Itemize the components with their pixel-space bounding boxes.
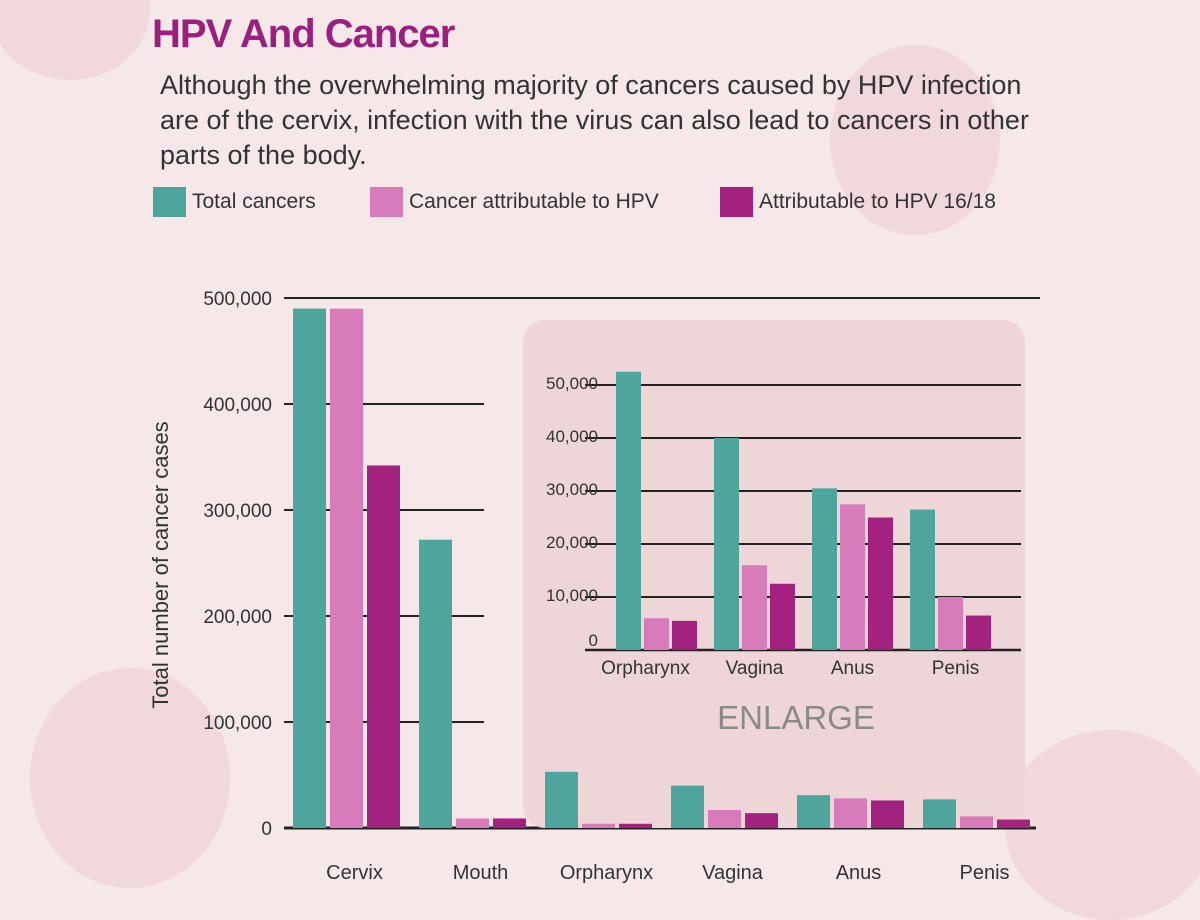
bar-penis-hpv [960, 816, 993, 828]
y-axis-label: Total number of cancer cases [148, 421, 173, 708]
main-y-tick-label: 100,000 [203, 713, 272, 734]
inset-bar-orpharynx-hpv [644, 618, 669, 650]
bar-orpharynx-hpv1618 [619, 823, 652, 828]
inset-bar-penis-hpv1618 [966, 615, 991, 650]
inset-y-ticks: 0 10,000 20,000 30,000 40,000 50,000 [546, 374, 598, 650]
bar-cervix-total [293, 308, 326, 829]
main-x-category-label: Vagina [702, 862, 764, 884]
inset-bar-vagina-hpv [742, 565, 767, 650]
chart-svg: 0 100,000 200,000 300,000 400,000 500,000 Cer… [148, 289, 1040, 884]
bar-cervix-hpv [330, 308, 363, 829]
enlarge-label: ENLARGE [717, 699, 875, 736]
bar-anus-hpv [834, 798, 867, 828]
bar-penis-hpv1618 [997, 819, 1030, 828]
legend-label-total: Total cancers [192, 190, 316, 213]
legend: Total cancers Cancer attributable to HPV… [0, 186, 1200, 220]
inset-bar-penis-hpv [938, 597, 963, 650]
inset-panel [523, 320, 1025, 828]
virus-decoration [30, 668, 230, 888]
main-x-category-label: Penis [959, 862, 1009, 884]
legend-label-hpv: Cancer attributable to HPV [409, 190, 659, 213]
legend-label-hpv1618: Attributable to HPV 16/18 [759, 190, 996, 213]
bar-vagina-hpv [708, 809, 741, 828]
main-bars [293, 308, 1030, 829]
inset-bar-anus-hpv [840, 504, 865, 650]
inset-x-category-label: Penis [932, 658, 980, 679]
main-x-category-label: Cervix [326, 862, 383, 884]
inset-bar-orpharynx-hpv1618 [672, 620, 697, 650]
inset-bar-penis-total [910, 509, 935, 650]
legend-swatch-hpv [370, 187, 403, 217]
bar-mouth-total [419, 539, 452, 828]
bar-orpharynx-hpv [582, 823, 615, 828]
inset-x-category-label: Anus [831, 658, 874, 679]
main-x-categories: Cervix Mouth Orpharynx Vagina Anus Penis [326, 862, 1009, 884]
page-title: HPV And Cancer [152, 12, 455, 56]
inset-bars [616, 371, 991, 650]
bar-vagina-hpv1618 [745, 813, 778, 828]
inset-y-tick-label: 30,000 [546, 480, 598, 499]
legend-item-hpv: Cancer attributable to HPV [370, 186, 659, 218]
inset-y-tick-label: 20,000 [546, 533, 598, 552]
bar-cervix-hpv1618 [367, 465, 400, 828]
inset-y-tick-label: 40,000 [546, 427, 598, 446]
inset-gridlines [585, 384, 1021, 652]
bar-anus-hpv1618 [871, 800, 904, 828]
main-y-ticks: 0 100,000 200,000 300,000 400,000 500,000 [203, 289, 272, 840]
bar-anus-total [797, 795, 830, 828]
main-y-tick-label: 500,000 [203, 289, 272, 310]
inset-x-category-label: Vagina [726, 658, 784, 679]
main-x-category-label: Anus [836, 862, 882, 884]
inset-x-category-label: Orpharynx [601, 658, 690, 679]
inset-bar-vagina-hpv1618 [770, 583, 795, 650]
page-subtitle: Although the overwhelming majority of ca… [160, 70, 1029, 170]
main-x-category-label: Orpharynx [560, 862, 653, 884]
legend-item-hpv1618: Attributable to HPV 16/18 [720, 186, 996, 218]
inset-bar-anus-hpv1618 [868, 517, 893, 650]
main-y-tick-label: 400,000 [203, 395, 272, 416]
inset-bar-vagina-total [714, 438, 739, 650]
main-y-tick-label: 200,000 [203, 607, 272, 628]
inset-bar-orpharynx-total [616, 371, 641, 650]
inset-x-categories: Orpharynx Vagina Anus Penis [601, 658, 979, 679]
virus-decoration [830, 45, 1000, 235]
bar-mouth-hpv [456, 818, 489, 828]
bar-mouth-hpv1618 [493, 818, 526, 828]
inset-y-tick-label: 0 [589, 631, 598, 650]
bar-vagina-total [671, 785, 704, 828]
inset-bar-anus-total [812, 488, 837, 650]
bar-penis-total [923, 799, 956, 828]
inset-y-tick-label: 10,000 [546, 586, 598, 605]
main-y-tick-label: 300,000 [203, 501, 272, 522]
virus-decoration [1005, 730, 1200, 920]
main-x-category-label: Mouth [453, 862, 509, 884]
legend-swatch-total [153, 187, 186, 217]
legend-item-total: Total cancers [153, 186, 316, 218]
inset-y-tick-label: 50,000 [546, 374, 598, 393]
legend-swatch-hpv1618 [720, 187, 753, 217]
main-y-tick-label: 0 [261, 819, 272, 840]
bar-orpharynx-total [545, 771, 578, 828]
